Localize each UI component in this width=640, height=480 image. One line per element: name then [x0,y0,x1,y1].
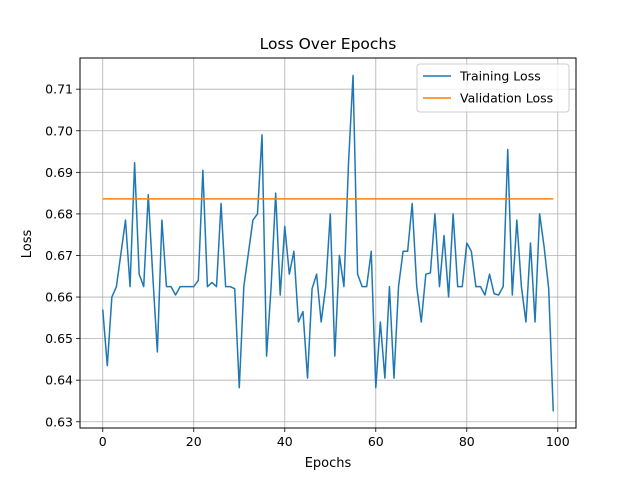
x-tick-label: 60 [368,434,384,449]
x-tick-label: 0 [99,434,107,449]
y-tick-label: 0.64 [45,373,73,388]
x-axis-ticks: 0 20 40 60 80 100 [99,428,570,449]
legend: Training Loss Validation Loss [416,63,570,113]
x-axis-label: Epochs [305,456,352,471]
y-tick-label: 0.66 [45,290,73,305]
y-tick-label: 0.67 [45,248,73,263]
x-tick-label: 40 [277,434,293,449]
y-tick-label: 0.63 [45,414,73,429]
x-tick-label: 80 [459,434,475,449]
legend-box [416,63,570,113]
x-tick-label: 20 [186,434,202,449]
chart-title: Loss Over Epochs [260,35,397,53]
y-axis-label: Loss [20,230,35,259]
y-tick-label: 0.69 [45,165,73,180]
y-tick-label: 0.70 [45,123,73,138]
y-axis-ticks: 0.63 0.64 0.65 0.66 0.67 0.68 0.69 0.70 0.71 [45,82,80,429]
legend-label-1: Validation Loss [460,91,553,106]
plot-frame [79,57,577,429]
legend-label-0: Training Loss [459,69,541,84]
y-tick-label: 0.68 [45,206,73,221]
x-tick-label: 100 [546,434,570,449]
y-tick-label: 0.65 [45,331,73,346]
series-line-0 [102,74,554,412]
y-tick-label: 0.71 [45,82,73,97]
series-layer [102,74,554,412]
